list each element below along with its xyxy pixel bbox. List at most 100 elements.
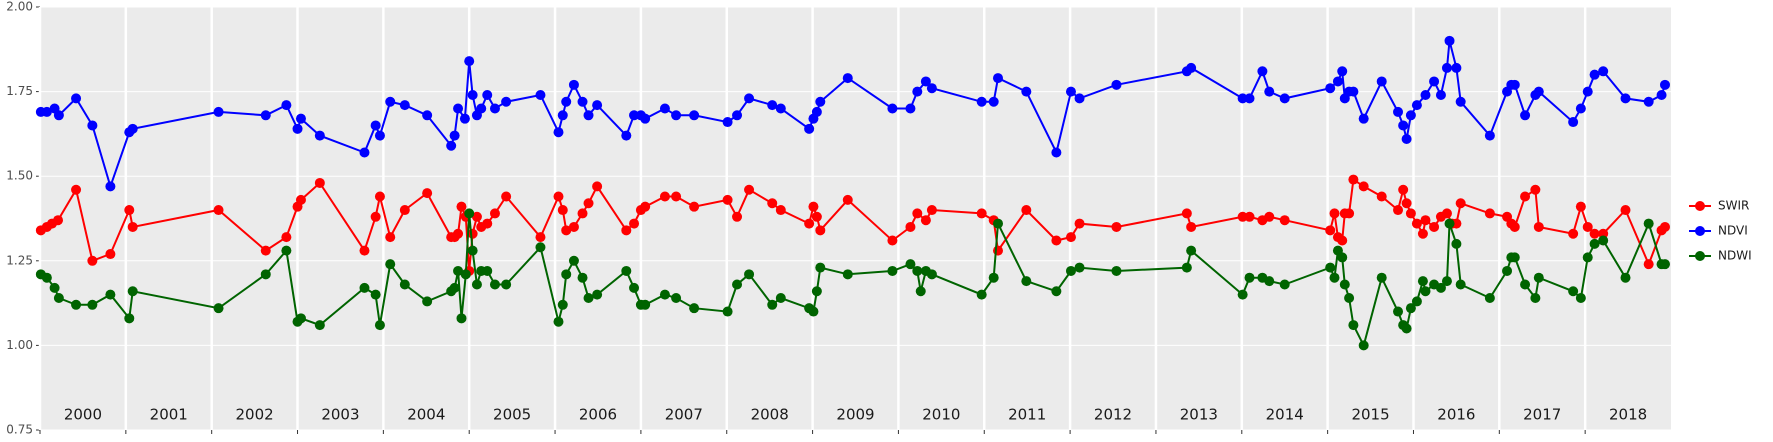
point bbox=[1568, 286, 1579, 297]
point bbox=[127, 286, 138, 297]
point bbox=[659, 191, 670, 202]
point bbox=[1568, 117, 1579, 128]
point bbox=[1074, 262, 1085, 273]
point bbox=[1411, 100, 1422, 111]
point bbox=[260, 245, 271, 256]
point bbox=[1441, 62, 1452, 73]
point bbox=[1325, 225, 1336, 236]
y-tick-label: 0.75 bbox=[6, 423, 33, 437]
point bbox=[422, 110, 433, 121]
point bbox=[1264, 86, 1275, 97]
point bbox=[1598, 66, 1609, 77]
point bbox=[671, 293, 682, 304]
point bbox=[1111, 221, 1122, 232]
point bbox=[1444, 35, 1455, 46]
point bbox=[1620, 93, 1631, 104]
point bbox=[1344, 293, 1355, 304]
point bbox=[1411, 218, 1422, 229]
point bbox=[1358, 340, 1369, 351]
point bbox=[1186, 245, 1197, 256]
point bbox=[1420, 89, 1431, 100]
y-tick-label: 1.25 bbox=[6, 253, 33, 267]
point bbox=[1582, 221, 1593, 232]
point bbox=[87, 255, 98, 266]
point bbox=[804, 218, 815, 229]
point bbox=[568, 255, 579, 266]
point bbox=[592, 100, 603, 111]
point bbox=[1451, 218, 1462, 229]
point bbox=[640, 201, 651, 212]
point bbox=[105, 289, 116, 300]
legend-label: SWIR bbox=[1718, 199, 1749, 213]
point bbox=[804, 123, 815, 134]
point bbox=[912, 265, 923, 276]
point bbox=[1429, 76, 1440, 87]
point bbox=[842, 269, 853, 280]
point bbox=[920, 76, 931, 87]
point bbox=[71, 93, 82, 104]
point bbox=[53, 110, 64, 121]
point bbox=[1444, 218, 1455, 229]
point bbox=[1643, 259, 1654, 270]
point bbox=[557, 299, 568, 310]
point bbox=[295, 194, 306, 205]
point bbox=[621, 130, 632, 141]
year-label: 2015 bbox=[1351, 406, 1389, 424]
point bbox=[732, 279, 743, 290]
point bbox=[1332, 76, 1343, 87]
point bbox=[815, 262, 826, 273]
point bbox=[1358, 181, 1369, 192]
point bbox=[842, 194, 853, 205]
point bbox=[1393, 205, 1404, 216]
point bbox=[912, 86, 923, 97]
point bbox=[920, 215, 931, 226]
point bbox=[722, 194, 733, 205]
point bbox=[456, 201, 467, 212]
point bbox=[689, 201, 700, 212]
point bbox=[1589, 238, 1600, 249]
point bbox=[621, 225, 632, 236]
point bbox=[629, 110, 640, 121]
point bbox=[1329, 208, 1340, 219]
point bbox=[464, 56, 475, 67]
point bbox=[374, 191, 385, 202]
point bbox=[1074, 218, 1085, 229]
point bbox=[314, 320, 325, 331]
point bbox=[359, 245, 370, 256]
point bbox=[359, 147, 370, 158]
point bbox=[1051, 286, 1062, 297]
point bbox=[1429, 221, 1440, 232]
point bbox=[553, 127, 564, 138]
point bbox=[732, 110, 743, 121]
year-label: 2006 bbox=[579, 406, 617, 424]
year-label: 2004 bbox=[407, 406, 445, 424]
point bbox=[41, 272, 52, 283]
point bbox=[1065, 265, 1076, 276]
point bbox=[1401, 323, 1412, 334]
point bbox=[592, 289, 603, 300]
point bbox=[1376, 76, 1387, 87]
point bbox=[811, 286, 822, 297]
year-label: 2012 bbox=[1094, 406, 1132, 424]
point bbox=[453, 265, 464, 276]
point bbox=[489, 103, 500, 114]
point bbox=[460, 269, 471, 280]
panel bbox=[40, 7, 1671, 430]
point bbox=[1065, 86, 1076, 97]
point bbox=[1339, 279, 1350, 290]
y-tick-label: 1.00 bbox=[6, 338, 33, 352]
point bbox=[592, 181, 603, 192]
point bbox=[1405, 208, 1416, 219]
point bbox=[1441, 276, 1452, 287]
point bbox=[1420, 286, 1431, 297]
point bbox=[1344, 208, 1355, 219]
year-label: 2013 bbox=[1180, 406, 1218, 424]
point bbox=[1111, 79, 1122, 90]
year-label: 2018 bbox=[1609, 406, 1647, 424]
year-label: 2014 bbox=[1266, 406, 1304, 424]
point bbox=[49, 282, 60, 293]
point bbox=[1575, 201, 1586, 212]
point bbox=[775, 103, 786, 114]
point bbox=[314, 130, 325, 141]
point bbox=[489, 279, 500, 290]
